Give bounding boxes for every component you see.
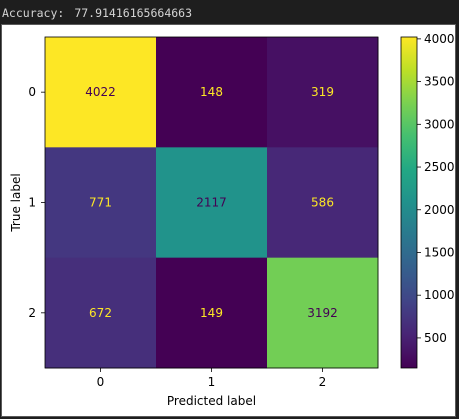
- matrix-cell-r1-c2: [267, 147, 379, 259]
- accuracy-label: Accuracy:: [2, 6, 65, 20]
- cell-value-r0-c2: 319: [311, 85, 334, 99]
- x-tick-label: 2: [319, 375, 327, 389]
- cell-value-r1-c2: 586: [311, 195, 334, 209]
- accuracy-value: 77.91416165664663: [74, 6, 193, 20]
- y-tick-label: 1: [28, 195, 36, 209]
- cell-value-r2-c2: 3192: [307, 306, 338, 320]
- y-tick-label: 2: [28, 306, 36, 320]
- matrix-cell-r1-c0: [45, 147, 157, 259]
- cell-value-r1-c1: 2117: [196, 195, 227, 209]
- cell-value-r0-c0: 4022: [85, 85, 116, 99]
- cell-value-r2-c0: 672: [89, 306, 112, 320]
- cell-value-r2-c1: 149: [200, 306, 223, 320]
- cell-value-r1-c0: 771: [89, 195, 112, 209]
- matrix-cell-r0-c2: [267, 37, 379, 148]
- colorbar-ticks: 500 1000 1500 2000 2500 3000 3500 4000: [417, 32, 455, 345]
- y-axis-ticks: 0 1 2: [28, 85, 45, 320]
- colorbar-tick-label: 1000: [424, 288, 455, 302]
- matrix-cell-r0-c0: [45, 37, 157, 148]
- x-tick-label: 1: [208, 375, 216, 389]
- colorbar-tick-label: 3500: [424, 75, 455, 89]
- colorbar-tick-label: 500: [424, 331, 447, 345]
- cell-output: Accuracy: 77.91416165664663: [2, 6, 192, 20]
- x-tick-label: 0: [97, 375, 105, 389]
- colorbar-tick-label: 3000: [424, 117, 455, 131]
- matrix-cell-r0-c1: [156, 37, 268, 148]
- colorbar: [400, 36, 418, 369]
- matrix-cell-r1-c1: [156, 147, 268, 259]
- x-axis-label: Predicted label: [167, 394, 256, 408]
- matrix-cell-labels: 4022 148 319 771 2117 586 672 149 3192: [85, 85, 338, 320]
- y-tick-label: 0: [28, 85, 36, 99]
- matrix-cell-r2-c1: [156, 257, 268, 369]
- matrix-cell-r2-c2: [267, 257, 379, 369]
- x-axis-ticks: 0 1 2: [97, 367, 327, 389]
- matrix-cell-r2-c0: [45, 257, 157, 369]
- cell-value-r0-c1: 148: [200, 85, 223, 99]
- colorbar-tick-label: 1500: [424, 245, 455, 259]
- matrix-cells: [45, 37, 379, 369]
- y-axis-label: True label: [9, 173, 23, 232]
- colorbar-tick-label: 2500: [424, 160, 455, 174]
- colorbar-tick-label: 4000: [424, 32, 455, 46]
- colorbar-tick-label: 2000: [424, 203, 455, 217]
